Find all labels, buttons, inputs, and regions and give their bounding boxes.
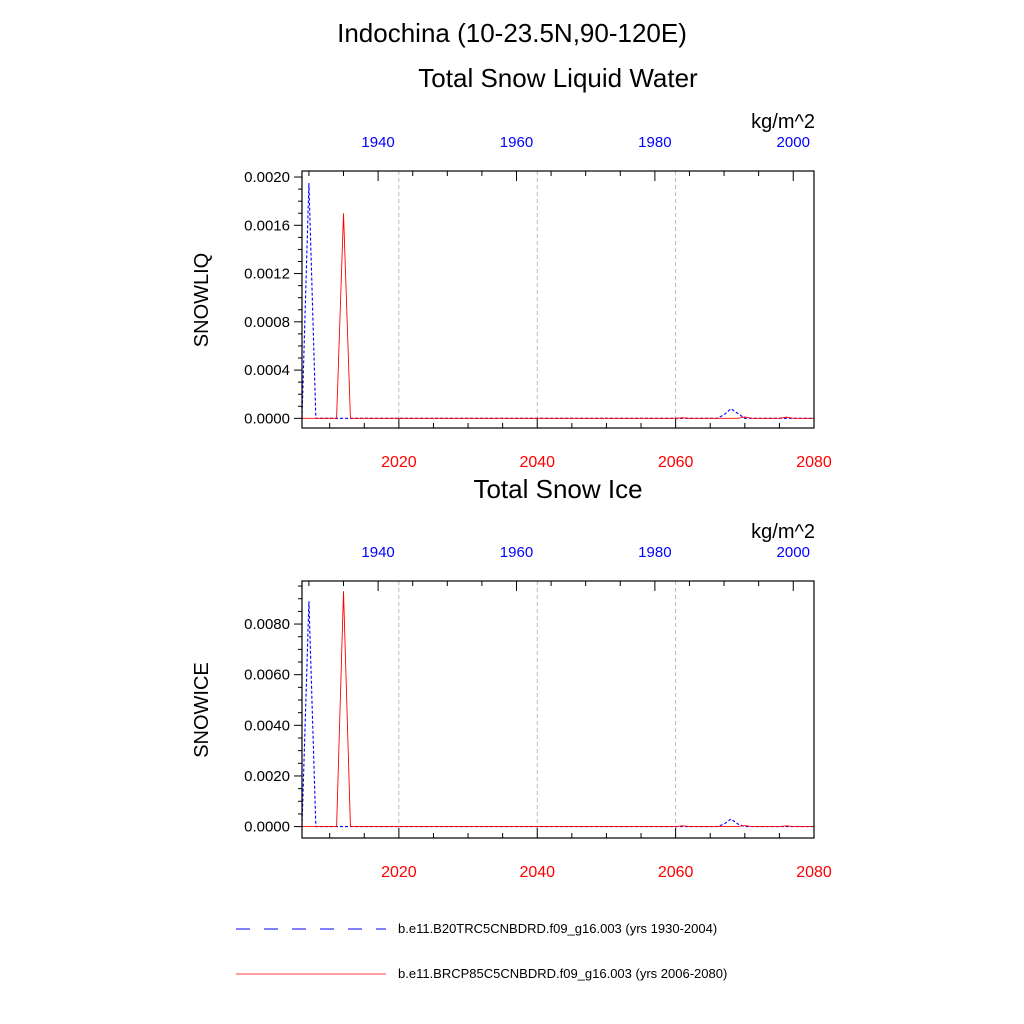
y-tick-label: 0.0000 bbox=[244, 819, 290, 836]
x-bottom-tick-label: 2020 bbox=[381, 454, 417, 471]
units-label: kg/m^2 bbox=[751, 111, 815, 133]
y-tick-label: 0.0012 bbox=[244, 266, 290, 283]
x-top-tick-label: 1940 bbox=[361, 544, 394, 561]
x-bottom-tick-label: 2020 bbox=[381, 864, 417, 881]
y-tick-label: 0.0080 bbox=[244, 616, 290, 633]
figure-title: Indochina (10-23.5N,90-120E) bbox=[337, 18, 687, 48]
y-axis-label: SNOWICE bbox=[191, 662, 213, 758]
chart-title: Total Snow Liquid Water bbox=[418, 63, 698, 93]
x-top-tick-label: 2000 bbox=[777, 134, 810, 151]
series-line-historical bbox=[301, 183, 814, 419]
x-top-tick-label: 1980 bbox=[638, 134, 671, 151]
legend: b.e11.B20TRC5CNBDRD.f09_g16.003 (yrs 193… bbox=[236, 921, 727, 981]
chart-panel-snowice: Total Snow Ice kg/m^2 SNOWICE 0.00000.00… bbox=[191, 474, 832, 881]
x-bottom-tick-label: 2080 bbox=[796, 864, 832, 881]
y-tick-label: 0.0040 bbox=[244, 717, 290, 734]
series-line-future bbox=[302, 213, 814, 419]
x-bottom-tick-label: 2080 bbox=[796, 454, 832, 471]
plot-area: 0.0000 0.0020 0.0040 0.0060 0.0080 2020 2040 20… bbox=[244, 544, 832, 881]
y-tick-label: 0.0004 bbox=[244, 362, 290, 379]
x-bottom-tick-label: 2060 bbox=[658, 454, 694, 471]
series-line-historical bbox=[301, 601, 814, 828]
x-top-tick-label: 2000 bbox=[777, 544, 810, 561]
series-line-future bbox=[302, 591, 814, 828]
x-top-tick-label: 1960 bbox=[500, 134, 533, 151]
y-tick-label: 0.0060 bbox=[244, 667, 290, 684]
x-bottom-tick-label: 2040 bbox=[519, 864, 555, 881]
plot-frame bbox=[301, 170, 815, 429]
y-tick-label: 0.0020 bbox=[244, 768, 290, 785]
x-bottom-tick-label: 2040 bbox=[519, 454, 555, 471]
x-top-tick-label: 1940 bbox=[361, 134, 394, 151]
y-axis-label: SNOWLIQ bbox=[191, 253, 213, 347]
y-tick-label: 0.0008 bbox=[244, 314, 290, 331]
y-tick-label: 0.0020 bbox=[244, 169, 290, 186]
legend-label-future: b.e11.BRCP85C5CNBDRD.f09_g16.003 (yrs 20… bbox=[398, 966, 727, 981]
x-top-tick-label: 1960 bbox=[500, 544, 533, 561]
x-top-tick-label: 1980 bbox=[638, 544, 671, 561]
y-tick-label: 0.0000 bbox=[244, 410, 290, 427]
y-tick-label: 0.0016 bbox=[244, 217, 290, 234]
chart-title: Total Snow Ice bbox=[473, 474, 642, 504]
x-bottom-tick-label: 2060 bbox=[658, 864, 694, 881]
chart-panel-snowliq: Total Snow Liquid Water kg/m^2 SNOWLIQ 0… bbox=[191, 63, 832, 471]
legend-label-historical: b.e11.B20TRC5CNBDRD.f09_g16.003 (yrs 193… bbox=[398, 921, 717, 936]
plot-frame bbox=[301, 580, 815, 839]
plot-area: 0.0000 0.0004 0.0008 0.0012 0.0016 0.0020 2020… bbox=[244, 134, 832, 471]
units-label: kg/m^2 bbox=[751, 521, 815, 543]
